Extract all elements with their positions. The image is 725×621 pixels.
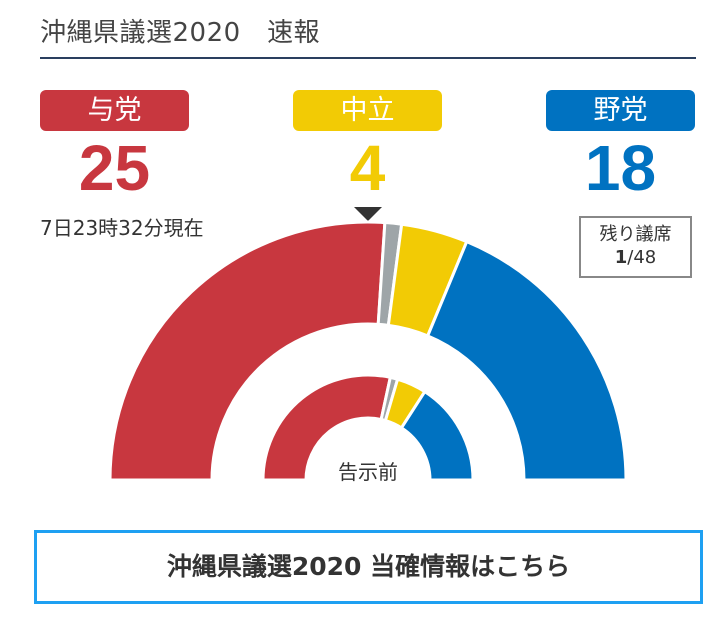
current-segment-4 — [425, 239, 628, 482]
remaining-seats-box: 残り議席 1/48 — [579, 216, 692, 278]
remaining-seats-label: 残り議席 — [599, 224, 672, 245]
remaining-seats-count: 1 — [614, 247, 628, 268]
ruling-party-seats: 25 — [78, 132, 151, 204]
pre-election-segment-4 — [399, 389, 475, 482]
header-divider — [40, 57, 696, 59]
page-title: 沖縄県議選2020 速報 — [40, 18, 321, 48]
neutral-party-seats: 4 — [349, 132, 386, 204]
ruling-party-label: 与党 — [40, 90, 189, 131]
opposition-party-label: 野党 — [546, 90, 695, 131]
majority-marker-icon — [354, 207, 382, 221]
opposition-party-seats: 18 — [584, 132, 657, 204]
remaining-seats-total: /48 — [627, 247, 657, 268]
timestamp: 7日23時32分現在 — [40, 216, 204, 240]
neutral-party-label: 中立 — [293, 90, 442, 131]
results-link-button[interactable]: 沖縄県議選2020 当確情報はこちら — [34, 530, 703, 604]
remaining-seats-value: 1/48 — [581, 246, 690, 270]
pre-election-segment-1 — [261, 373, 393, 482]
current-segment-1 — [108, 220, 387, 482]
pre-election-label: 告示前 — [338, 460, 398, 484]
